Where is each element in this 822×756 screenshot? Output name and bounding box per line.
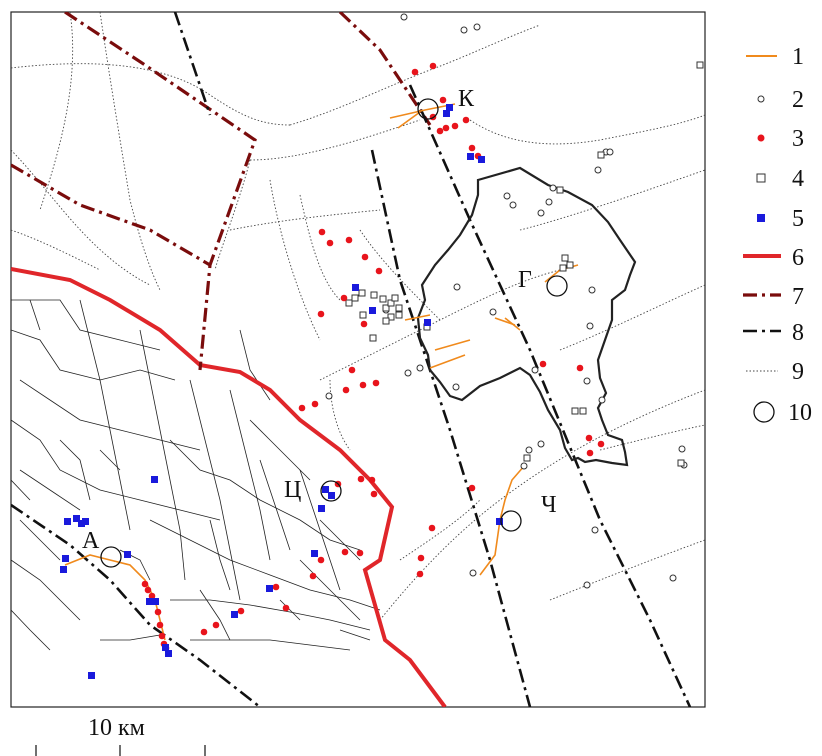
drainage-network — [11, 299, 381, 651]
district-outline — [416, 166, 637, 467]
large-open-circles — [100, 98, 568, 568]
legend-item-3: 3 — [757, 126, 804, 152]
dark-red-dash-dot-lines — [11, 12, 432, 371]
dotted-lines-west — [11, 12, 161, 291]
map-frame — [10, 11, 706, 708]
legend-item-1: 1 — [746, 44, 804, 70]
place-label-g: Г — [518, 267, 532, 293]
blue-squares — [60, 104, 503, 679]
legend-symbol-open-square — [756, 173, 766, 183]
red-boundary-line — [11, 267, 447, 707]
place-label-c: Ц — [284, 477, 301, 503]
scale-bar-label: 10 км — [88, 715, 145, 741]
red-dots — [141, 62, 605, 652]
legend-item-10: 10 — [753, 400, 812, 426]
legend-symbol-red-dot — [757, 134, 765, 142]
dotted-lines — [11, 12, 705, 621]
map-content — [11, 12, 705, 707]
legend-item-9: 9 — [746, 359, 804, 385]
legend-item-8: 8 — [743, 320, 804, 346]
legend-number: 4 — [792, 166, 804, 192]
legend-number: 10 — [788, 400, 812, 426]
legend-number: 3 — [792, 126, 804, 152]
legend-item-2: 2 — [757, 87, 804, 113]
legend-item-4: 4 — [756, 166, 804, 192]
legend-number: 2 — [792, 87, 804, 113]
scale-bar: 10 км — [35, 715, 206, 756]
legend-symbol-small-circle — [757, 95, 765, 103]
open-squares — [345, 61, 704, 467]
legend-item-6: 6 — [743, 245, 804, 271]
legend-number: 6 — [792, 245, 804, 271]
legend-number: 8 — [792, 320, 804, 346]
legend-number: 7 — [792, 284, 804, 310]
legend-item-5: 5 — [757, 206, 804, 232]
legend-number: 9 — [792, 359, 804, 385]
place-label-ch: Ч — [541, 492, 557, 518]
legend: 1 2 3 4 5 6 7 8 — [743, 44, 812, 426]
place-label-a: А — [82, 528, 100, 554]
legend-item-7: 7 — [743, 284, 804, 310]
legend-number: 1 — [792, 44, 804, 70]
place-label-k: К — [458, 86, 475, 112]
legend-symbol-blue-square — [757, 214, 765, 222]
black-dash-dot-lines — [11, 12, 692, 707]
legend-symbol-large-circle — [753, 401, 775, 423]
legend-number: 5 — [792, 206, 804, 232]
